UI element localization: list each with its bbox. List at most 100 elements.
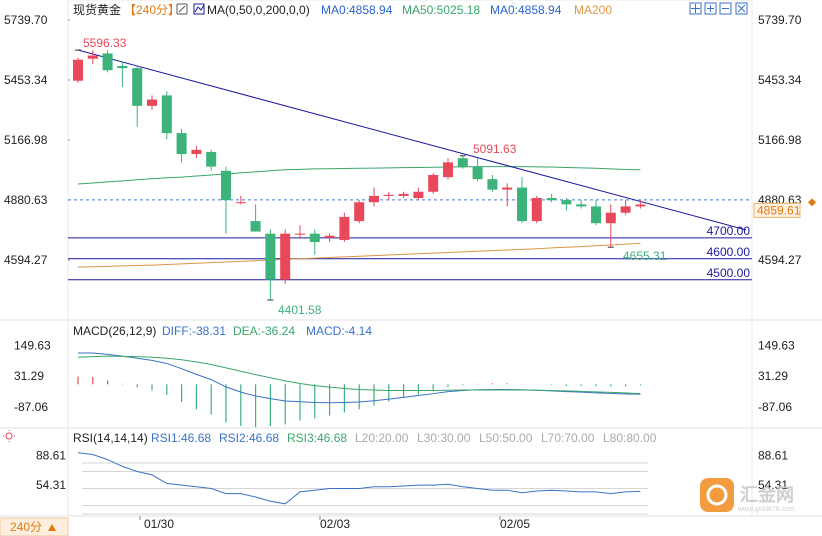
svg-text:240分: 240分 bbox=[10, 520, 42, 534]
candle-body bbox=[309, 233, 320, 243]
price-tick-left-2: 5166.98 bbox=[4, 133, 48, 147]
date-label-0: 01/30 bbox=[144, 517, 174, 531]
annotation-high: 5596.33 bbox=[83, 36, 127, 50]
crosshair-icon[interactable] bbox=[689, 2, 702, 15]
current-price-label: 4859.61 bbox=[757, 203, 801, 217]
candle-body bbox=[620, 206, 631, 213]
candle-body bbox=[517, 187, 527, 222]
level-label-1: 4600.00 bbox=[707, 245, 751, 259]
rsi-l80-label: L80:80.00 bbox=[603, 431, 657, 445]
candle-body bbox=[117, 66, 128, 69]
candle-body bbox=[443, 162, 453, 178]
macd-diff-label: DIFF:-38.31 bbox=[162, 324, 226, 338]
watermark-text: 汇金网 bbox=[740, 484, 794, 505]
rsi-label: RSI(14,14,14) bbox=[73, 431, 148, 445]
rsi-l70-label: L70:70.00 bbox=[541, 431, 595, 445]
candle-body bbox=[280, 233, 291, 280]
watermark-logo: 汇金网 www.gold678.com bbox=[700, 478, 795, 513]
price-tick-left-3: 4880.63 bbox=[4, 193, 48, 207]
ma50-line bbox=[77, 166, 641, 185]
candle-body bbox=[235, 202, 246, 204]
level-label-2: 4500.00 bbox=[707, 266, 751, 280]
ma200-line bbox=[77, 242, 641, 268]
macd-tick-left-1: 31.29 bbox=[14, 369, 44, 383]
price-tick-right-4: 4594.27 bbox=[758, 253, 802, 267]
rsi1-line bbox=[77, 452, 641, 505]
candle-body bbox=[339, 216, 350, 240]
candle-body bbox=[250, 221, 261, 232]
settings-icon[interactable] bbox=[176, 3, 188, 15]
rsi-tick-right-1: 54.31 bbox=[758, 478, 788, 492]
macd-value-label: MACD:-4.14 bbox=[306, 324, 372, 338]
candle-body bbox=[176, 133, 187, 155]
macd-tick-right-0: 149.63 bbox=[758, 338, 795, 352]
date-label-1: 02/03 bbox=[320, 517, 350, 531]
close-icon[interactable] bbox=[735, 2, 748, 15]
macd-header: MACD(26,12,9) DIFF:-38.31 DEA:-36.24 MAC… bbox=[73, 324, 372, 338]
candle-body bbox=[147, 99, 157, 106]
period-button[interactable]: 240分 bbox=[0, 517, 69, 536]
candle-body bbox=[531, 198, 542, 222]
macd-tick-left-2: -87.06 bbox=[14, 400, 48, 414]
trend-line bbox=[77, 49, 747, 231]
price-tick-left-4: 4594.27 bbox=[4, 253, 48, 267]
candle-body bbox=[457, 158, 468, 167]
candle-body bbox=[324, 235, 335, 238]
rsi-l50-label: L50:50.00 bbox=[479, 431, 533, 445]
candle-body bbox=[221, 170, 231, 201]
rsi-tick-left-1: 54.31 bbox=[36, 478, 66, 492]
rsi3-label: RSI3:46.68 bbox=[287, 431, 347, 445]
candle-body bbox=[191, 149, 202, 155]
chart-indicator-icon[interactable] bbox=[193, 3, 205, 15]
candle-body bbox=[295, 233, 305, 235]
rsi-l20-label: L20:20.00 bbox=[355, 431, 409, 445]
level-label-0: 4700.00 bbox=[707, 224, 751, 238]
ma200-label: MA200 bbox=[574, 3, 612, 17]
candle-body bbox=[102, 53, 113, 71]
candle-body bbox=[546, 198, 557, 201]
price-tick-right-2: 5166.98 bbox=[758, 133, 802, 147]
date-axis: 01/30 02/03 02/05 bbox=[139, 516, 530, 531]
add-panel-icon[interactable] bbox=[704, 2, 717, 15]
candle-body bbox=[472, 166, 483, 180]
candle-body bbox=[635, 204, 646, 207]
ma50-label: MA50:5025.18 bbox=[402, 3, 480, 17]
price-tick-right-0: 5739.70 bbox=[758, 13, 802, 27]
candle-body bbox=[265, 233, 276, 280]
candle-body bbox=[576, 204, 587, 207]
current-price-badge bbox=[753, 202, 801, 218]
minimize-icon[interactable] bbox=[719, 2, 732, 15]
candle-body bbox=[354, 202, 365, 222]
candle-body bbox=[161, 95, 172, 134]
date-label-2: 02/05 bbox=[500, 517, 530, 531]
ma0b-label: MA0:4858.94 bbox=[490, 3, 562, 17]
rsi1-label: RSI1:46.68 bbox=[151, 431, 211, 445]
symbol-title: 现货黄金 bbox=[73, 2, 121, 17]
annotation-mid-high: 5091.63 bbox=[473, 142, 517, 156]
annotation-low: 4401.58 bbox=[278, 303, 322, 317]
ma0-label: MA0:4858.94 bbox=[321, 3, 393, 17]
candle-body bbox=[369, 195, 379, 203]
candle-body bbox=[87, 55, 98, 59]
macd-tick-right-1: 31.29 bbox=[758, 369, 788, 383]
candle-body bbox=[206, 151, 217, 167]
annotation-recent-low: 4655.31 bbox=[623, 249, 667, 263]
candle-body bbox=[502, 187, 513, 190]
sun-icon[interactable] bbox=[3, 430, 15, 442]
price-panel-frame bbox=[67, 0, 753, 321]
price-tick-left-0: 5739.70 bbox=[4, 13, 48, 27]
candle-body bbox=[383, 194, 394, 196]
candle-body bbox=[398, 193, 409, 196]
candle-body bbox=[428, 174, 439, 192]
rsi-tick-right-0: 88.61 bbox=[758, 449, 788, 463]
triangle-up-icon bbox=[48, 524, 56, 531]
price-header: 现货黄金 【240分】 MA(0,50,0,200,0,0) MA0:4858.… bbox=[73, 2, 612, 17]
rsi-tick-left-0: 88.61 bbox=[36, 449, 66, 463]
price-tick-left-1: 5453.34 bbox=[4, 73, 48, 87]
price-tick-right-1: 5453.34 bbox=[758, 73, 802, 87]
candle-body bbox=[487, 179, 498, 190]
period-label: 【240分】 bbox=[124, 3, 180, 17]
rsi-header: RSI(14,14,14) RSI1:46.68 RSI2:46.68 RSI3… bbox=[3, 430, 657, 445]
watermark-sub: www.gold678.com bbox=[737, 506, 795, 513]
